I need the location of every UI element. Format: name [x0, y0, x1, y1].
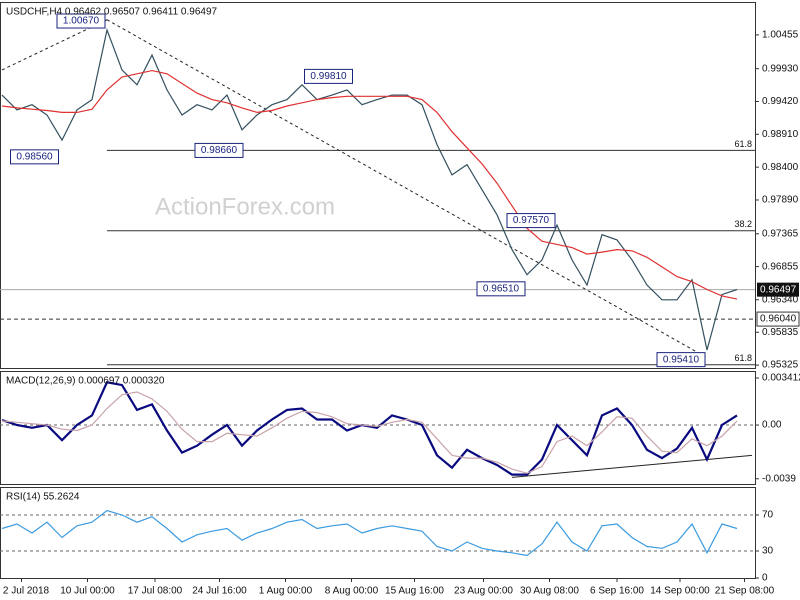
y-tick-label: 0.98910: [762, 129, 799, 140]
annotation-label: 1.00670: [63, 16, 100, 27]
fib-label: 61.8: [734, 139, 752, 149]
x-tick-label: 24 Jul 16:00: [192, 586, 247, 597]
y-tick-label: 0.95325: [762, 360, 799, 371]
x-tick-label: 15 Aug 16:00: [385, 586, 444, 597]
y-tick-label: 0.99930: [762, 63, 799, 74]
annotation-box: [304, 68, 353, 84]
x-tick-label: 1 Aug 00:00: [259, 586, 313, 597]
annotation-box: [506, 213, 556, 229]
annotation-label: 0.96510: [483, 283, 520, 294]
y-tick-label: 0: [762, 573, 768, 584]
watermark: ActionForex.com: [155, 193, 335, 220]
level-label: 0.96040: [760, 314, 797, 325]
y-tick-label: 0.96855: [762, 261, 799, 272]
annotation-label: 0.99810: [310, 71, 347, 82]
annotation-label: 0.98560: [16, 151, 53, 162]
panel-title: USDCHF,H4 0.96462 0.96507 0.96411 0.9649…: [6, 7, 218, 18]
x-tick-label: 23 Aug 00:00: [454, 586, 513, 597]
x-tick-label: 8 Aug 00:00: [325, 586, 379, 597]
annotation-box: [10, 149, 59, 165]
panel-title: RSI(14) 55.2624: [6, 492, 80, 503]
series-line: [1, 381, 738, 476]
price-box: [757, 282, 799, 297]
x-tick-label: 17 Jul 08:00: [128, 586, 183, 597]
series-line: [1, 69, 738, 300]
level-box: [756, 311, 800, 327]
y-tick-label: -0.0039: [762, 473, 796, 484]
x-tick-label: 14 Sep 00:00: [650, 586, 710, 597]
x-tick-label: 6 Sep 16:00: [590, 586, 644, 597]
annotation-box: [56, 13, 106, 29]
series-line: [1, 27, 738, 351]
y-tick-label: 70: [762, 510, 774, 521]
y-tick-label: 0.00: [762, 420, 782, 431]
y-tick-label: 1.00455: [762, 30, 799, 41]
price-label: 0.96497: [760, 284, 797, 295]
panel-frame: [0, 2, 756, 369]
y-tick-label: 0.95835: [762, 327, 799, 338]
y-tick-label: 30: [762, 546, 774, 557]
panel-frame: [0, 487, 756, 579]
series-line: [1, 391, 738, 474]
y-tick-label: 0.003412: [762, 373, 800, 384]
trendline: [511, 454, 753, 478]
annotation-label: 0.95410: [663, 354, 700, 365]
annotation-box: [656, 352, 706, 368]
fib-label: 38.2: [734, 219, 752, 229]
trendline: [106, 19, 708, 359]
panel-frame: [0, 371, 756, 485]
annotation-label: 0.98660: [201, 145, 238, 156]
y-tick-label: 0.97365: [762, 228, 799, 239]
x-tick-label: 30 Aug 08:00: [520, 586, 579, 597]
y-tick-label: 0.96340: [762, 294, 799, 305]
y-tick-label: 0.98400: [762, 162, 799, 173]
y-tick-label: 0.97890: [762, 195, 799, 206]
panel-title: MACD(12,26,9) 0.000697 0.000320: [6, 376, 165, 387]
fib-label: 61.8: [734, 353, 752, 363]
x-tick-label: 2 Jul 2018: [3, 586, 50, 597]
x-tick-label: 10 Jul 00:00: [60, 586, 115, 597]
annotation-box: [476, 281, 526, 297]
series-line: [1, 509, 738, 557]
annotation-label: 0.97570: [513, 215, 550, 226]
x-tick-label: 21 Sep 08:00: [715, 586, 775, 597]
y-tick-label: 0.99420: [762, 96, 799, 107]
annotation-box: [194, 142, 244, 158]
